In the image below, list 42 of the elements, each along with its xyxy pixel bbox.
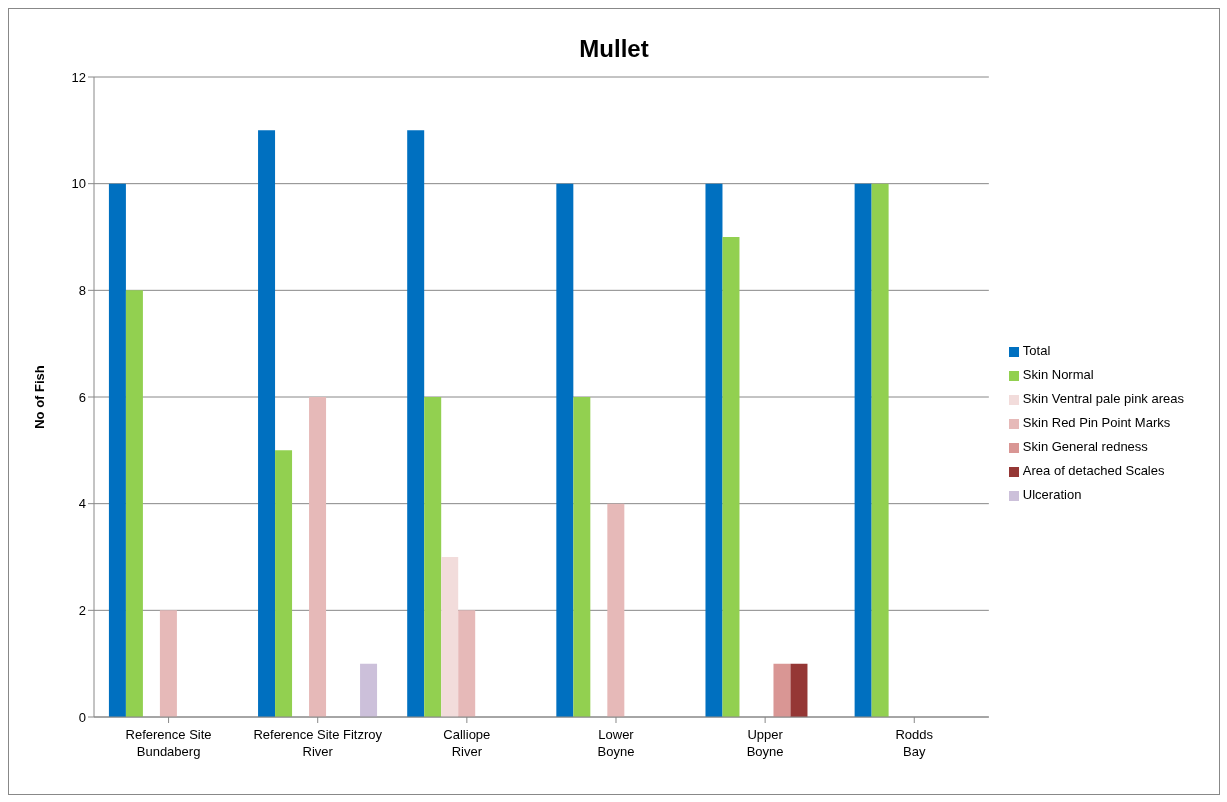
bar	[424, 397, 442, 717]
legend-label: Skin General redness	[1022, 439, 1148, 454]
y-tick-label: 2	[78, 602, 86, 618]
bar	[871, 183, 889, 717]
bar	[573, 397, 591, 717]
bar	[556, 183, 574, 717]
y-tick-label: 6	[78, 389, 86, 405]
bar	[458, 610, 476, 717]
y-tick-label: 10	[71, 176, 86, 192]
y-tick-label: 4	[78, 496, 86, 512]
y-axis-title: No of Fish	[31, 365, 47, 429]
bar	[407, 130, 425, 717]
x-tick-label: Reference Site Fitzroy River	[253, 727, 383, 759]
bar	[258, 130, 276, 717]
bar	[722, 237, 740, 717]
bar	[275, 450, 293, 717]
bar	[773, 663, 791, 717]
bar	[309, 397, 327, 717]
x-tick-label: Upper Boyne	[746, 727, 784, 759]
y-tick-label: 8	[78, 282, 86, 298]
bar	[108, 183, 126, 717]
legend-label: Skin Ventral pale pink areas	[1022, 391, 1184, 406]
x-tick-label: Reference Site Bundaberg	[125, 727, 212, 759]
chart-title: Mullet	[578, 34, 650, 63]
bar	[790, 663, 808, 717]
legend-label: Area of detached Scales	[1022, 463, 1165, 478]
y-tick-label: 0	[78, 709, 86, 725]
bar	[125, 290, 143, 717]
bar	[360, 663, 378, 717]
x-tick-label: Calliope River	[443, 727, 491, 759]
legend-label: Ulceration	[1022, 487, 1082, 502]
bar	[854, 183, 872, 717]
y-tick-label: 12	[71, 69, 86, 85]
legend-label: Total	[1022, 343, 1051, 358]
legend-label: Skin Red Pin Point Marks	[1022, 415, 1171, 430]
x-tick-label: Lower Boyne	[597, 727, 635, 759]
legend-label: Skin Normal	[1022, 367, 1094, 382]
bar	[607, 503, 625, 717]
bar	[705, 183, 723, 717]
bar	[159, 610, 177, 717]
bar	[441, 557, 459, 717]
x-tick-label: Rodds Bay	[895, 727, 934, 759]
